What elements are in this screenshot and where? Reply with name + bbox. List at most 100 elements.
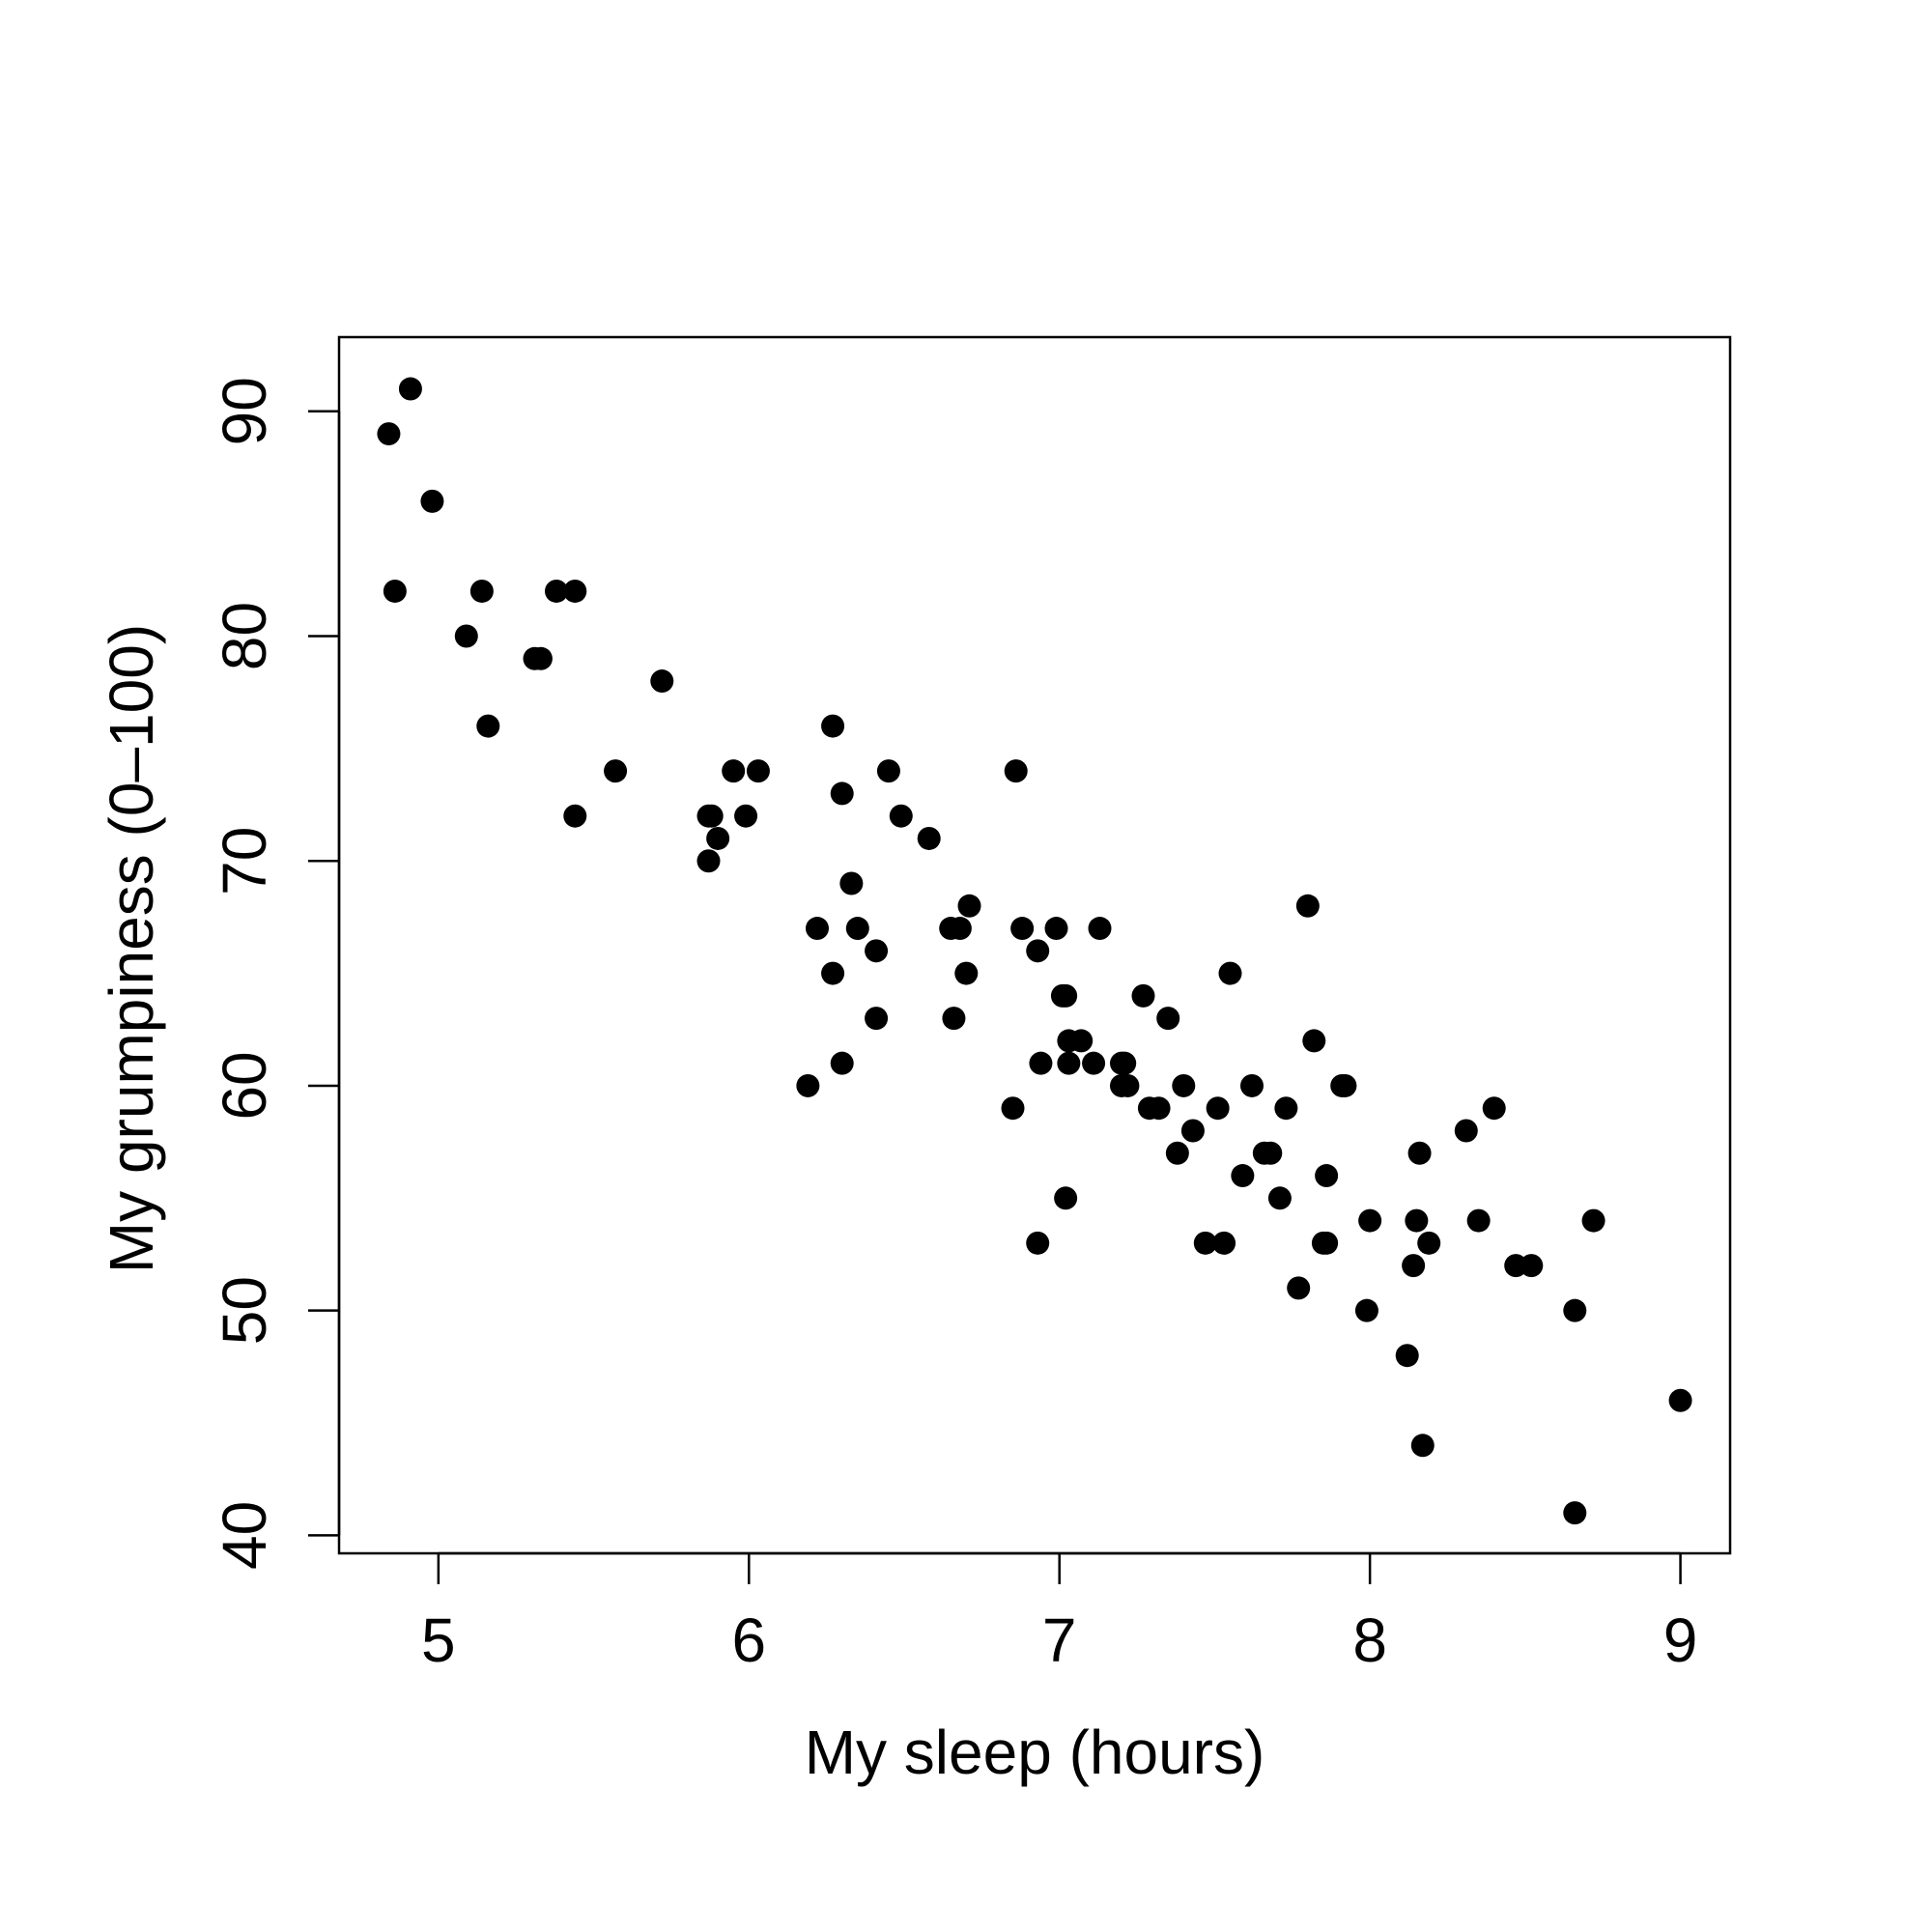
- data-point: [1354, 1298, 1378, 1322]
- data-point: [1315, 1231, 1339, 1255]
- data-point: [1295, 894, 1320, 918]
- data-point: [1165, 1141, 1189, 1165]
- data-point: [696, 849, 721, 873]
- data-point: [1315, 1164, 1339, 1188]
- data-point: [545, 579, 568, 603]
- data-point: [1026, 939, 1050, 963]
- y-tick-label: 80: [210, 602, 279, 670]
- data-point: [469, 579, 494, 603]
- data-point: [1482, 1096, 1506, 1121]
- data-point: [1001, 1096, 1025, 1121]
- y-tick-label: 50: [210, 1276, 279, 1345]
- data-point: [1069, 1029, 1094, 1053]
- data-point: [604, 759, 628, 783]
- data-point: [1231, 1164, 1255, 1188]
- data-point: [1206, 1096, 1230, 1121]
- data-point: [1520, 1254, 1544, 1278]
- data-point: [1563, 1298, 1587, 1322]
- data-point: [1407, 1141, 1432, 1165]
- data-point: [1180, 1119, 1205, 1143]
- data-point: [1402, 1254, 1426, 1278]
- data-point: [476, 714, 500, 738]
- data-point: [821, 961, 845, 985]
- data-point: [377, 422, 401, 446]
- data-point: [830, 781, 854, 806]
- data-point: [528, 646, 553, 670]
- data-point: [722, 759, 746, 783]
- data-point: [1563, 1501, 1587, 1525]
- data-point: [1405, 1208, 1429, 1233]
- data-point: [563, 579, 587, 603]
- y-tick-label: 40: [210, 1501, 279, 1570]
- data-point: [806, 917, 829, 941]
- data-point: [1147, 1096, 1171, 1121]
- data-point: [1333, 1073, 1357, 1097]
- data-point: [1156, 1007, 1180, 1031]
- y-tick-label: 60: [210, 1051, 279, 1120]
- data-point: [1088, 917, 1112, 941]
- data-point: [1082, 1051, 1106, 1075]
- data-point: [699, 804, 724, 828]
- data-point: [398, 377, 422, 401]
- data-point: [957, 894, 981, 918]
- data-point: [1302, 1029, 1326, 1053]
- data-point: [839, 871, 864, 895]
- data-point: [1116, 1073, 1140, 1097]
- data-point: [1113, 1051, 1137, 1075]
- data-point: [796, 1073, 820, 1097]
- points-layer: [377, 377, 1692, 1525]
- data-point: [746, 759, 770, 783]
- y-tick-label: 70: [210, 827, 279, 895]
- data-point: [1395, 1344, 1419, 1368]
- data-point: [948, 917, 972, 941]
- data-point: [830, 1051, 854, 1075]
- x-tick-label: 8: [1352, 1605, 1387, 1675]
- data-point: [1029, 1051, 1053, 1075]
- y-axis-label: My grumpiness (0–100): [97, 624, 166, 1273]
- data-point: [1259, 1141, 1283, 1165]
- data-point: [1581, 1208, 1605, 1233]
- data-point: [845, 917, 869, 941]
- data-point: [420, 489, 444, 513]
- data-point: [1193, 1231, 1217, 1255]
- data-point: [1026, 1231, 1050, 1255]
- data-point: [1668, 1388, 1692, 1412]
- data-point: [865, 1007, 889, 1031]
- x-axis: 5 6 7 8 9: [421, 1551, 1698, 1675]
- data-point: [1267, 1186, 1292, 1210]
- data-point: [1212, 1231, 1236, 1255]
- data-point: [1218, 961, 1242, 985]
- data-point: [1417, 1231, 1441, 1255]
- data-point: [1172, 1073, 1196, 1097]
- data-point: [1054, 983, 1078, 1008]
- data-point: [821, 714, 845, 738]
- data-point: [1287, 1276, 1311, 1300]
- x-tick-label: 6: [731, 1605, 766, 1675]
- data-point: [734, 804, 758, 828]
- data-point: [563, 804, 587, 828]
- data-point: [1010, 917, 1035, 941]
- data-point: [865, 939, 889, 963]
- data-point: [1044, 917, 1068, 941]
- data-point: [706, 826, 730, 850]
- y-axis: 40 50 60 70 80 90: [210, 377, 341, 1570]
- data-point: [1054, 1186, 1078, 1210]
- data-point: [454, 624, 478, 648]
- data-point: [917, 826, 941, 850]
- x-axis-label: My sleep (hours): [805, 1718, 1265, 1787]
- x-tick-label: 5: [421, 1605, 456, 1675]
- data-point: [1466, 1208, 1491, 1233]
- data-point: [383, 579, 407, 603]
- data-point: [1358, 1208, 1382, 1233]
- data-point: [889, 804, 913, 828]
- data-point: [1004, 759, 1028, 783]
- data-point: [1274, 1096, 1298, 1121]
- data-point: [1131, 983, 1155, 1008]
- data-point: [942, 1007, 966, 1031]
- data-point: [1454, 1119, 1478, 1143]
- x-tick-label: 9: [1663, 1605, 1698, 1675]
- data-point: [954, 961, 979, 985]
- data-point: [1057, 1051, 1081, 1075]
- y-tick-label: 90: [210, 377, 279, 445]
